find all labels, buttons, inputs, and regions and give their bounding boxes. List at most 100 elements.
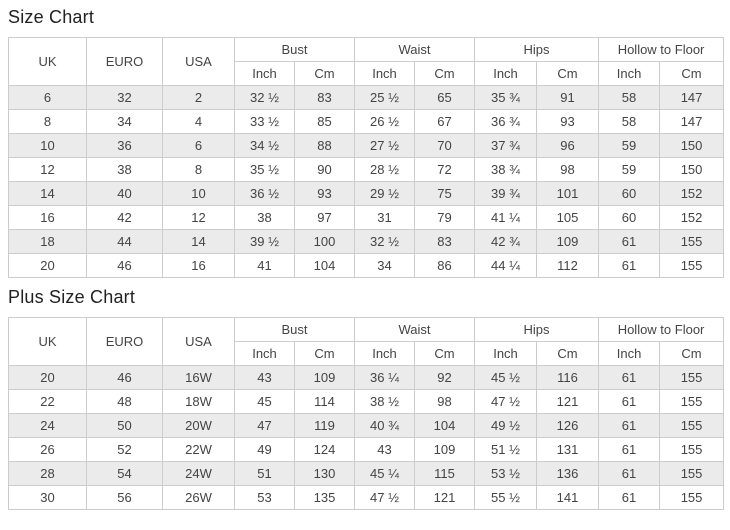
- table-cell: 58: [598, 85, 661, 110]
- table-cell: 116: [536, 365, 600, 390]
- unit-header-waist-cm: Cm: [414, 61, 476, 86]
- table-cell: 48: [86, 389, 163, 414]
- table-cell: 119: [293, 413, 356, 438]
- table-cell: 24W: [162, 461, 235, 486]
- table-cell: 86: [414, 253, 476, 278]
- table-cell: 50: [86, 413, 163, 438]
- table-cell: 49 ½: [474, 413, 538, 438]
- table-cell: 28: [8, 461, 87, 486]
- table-cell: 8: [8, 109, 87, 134]
- table-cell: 27 ½: [354, 133, 416, 158]
- unit-header-bust-cm: Cm: [293, 61, 356, 86]
- table-cell: 36 ¼: [354, 365, 416, 390]
- column-header-hips: Hips: [474, 37, 600, 62]
- unit-header-hollow-cm: Cm: [659, 341, 725, 366]
- table-cell: 33 ½: [234, 109, 295, 134]
- table-cell: 20: [8, 365, 87, 390]
- table-row: 12 38 8 35 ½ 90 28 ½ 72 38 ¾ 98 59 150: [8, 157, 725, 182]
- table-cell: 155: [659, 365, 725, 390]
- table-cell: 83: [293, 85, 356, 110]
- table-cell: 39 ¾: [474, 181, 538, 206]
- table-cell: 126: [536, 413, 600, 438]
- table-cell: 112: [536, 253, 600, 278]
- unit-header-waist-cm: Cm: [414, 341, 476, 366]
- table-cell: 88: [293, 133, 356, 158]
- table-cell: 61: [598, 437, 661, 462]
- table-row: 24 50 20W 47 119 40 ¾ 104 49 ½ 126 61 155: [8, 413, 725, 438]
- table-cell: 155: [659, 229, 725, 254]
- table-cell: 12: [8, 157, 87, 182]
- table-cell: 38 ½: [354, 389, 416, 414]
- table-row: 16 42 12 38 97 31 79 41 ¼ 105 60 152: [8, 205, 725, 230]
- table-cell: 96: [536, 133, 600, 158]
- table-cell: 38: [86, 157, 163, 182]
- table-cell: 47: [234, 413, 295, 438]
- table-cell: 115: [414, 461, 476, 486]
- table-cell: 109: [536, 229, 600, 254]
- table-cell: 26 ½: [354, 109, 416, 134]
- unit-header-waist-inch: Inch: [354, 61, 416, 86]
- table-cell: 135: [293, 485, 356, 510]
- table-cell: 97: [293, 205, 356, 230]
- table-cell: 79: [414, 205, 476, 230]
- table-row: 14 40 10 36 ½ 93 29 ½ 75 39 ¾ 101 60 152: [8, 181, 725, 206]
- table-cell: 20: [8, 253, 87, 278]
- table-cell: 29 ½: [354, 181, 416, 206]
- table-cell: 98: [414, 389, 476, 414]
- unit-header-bust-inch: Inch: [234, 341, 295, 366]
- table-cell: 114: [293, 389, 356, 414]
- table-cell: 61: [598, 461, 661, 486]
- column-header-euro: EURO: [86, 317, 163, 366]
- table-cell: 59: [598, 133, 661, 158]
- table-cell: 155: [659, 461, 725, 486]
- column-header-usa: USA: [162, 317, 235, 366]
- table-cell: 93: [536, 109, 600, 134]
- table-cell: 36: [86, 133, 163, 158]
- column-header-hollow-to-floor: Hollow to Floor: [598, 317, 725, 342]
- table-cell: 60: [598, 181, 661, 206]
- table-cell: 98: [536, 157, 600, 182]
- table-cell: 38 ¾: [474, 157, 538, 182]
- table-cell: 30: [8, 485, 87, 510]
- table-cell: 46: [86, 365, 163, 390]
- table-cell: 147: [659, 85, 725, 110]
- table-cell: 37 ¾: [474, 133, 538, 158]
- table-cell: 28 ½: [354, 157, 416, 182]
- table-cell: 155: [659, 485, 725, 510]
- table-cell: 101: [536, 181, 600, 206]
- table-cell: 93: [293, 181, 356, 206]
- table-cell: 150: [659, 133, 725, 158]
- unit-header-waist-inch: Inch: [354, 341, 416, 366]
- table-cell: 25 ½: [354, 85, 416, 110]
- table-cell: 150: [659, 157, 725, 182]
- table-cell: 31: [354, 205, 416, 230]
- table-cell: 155: [659, 389, 725, 414]
- table-cell: 44 ¼: [474, 253, 538, 278]
- table-cell: 61: [598, 365, 661, 390]
- table-cell: 61: [598, 253, 661, 278]
- table-row: 10 36 6 34 ½ 88 27 ½ 70 37 ¾ 96 59 150: [8, 133, 725, 158]
- table-cell: 40 ¾: [354, 413, 416, 438]
- table-cell: 121: [536, 389, 600, 414]
- table-cell: 152: [659, 205, 725, 230]
- column-header-bust: Bust: [233, 37, 356, 62]
- table-cell: 14: [162, 229, 235, 254]
- table-cell: 26: [8, 437, 87, 462]
- table-cell: 58: [598, 109, 661, 134]
- table-cell: 109: [293, 365, 356, 390]
- table-cell: 70: [414, 133, 476, 158]
- size-chart-table: UK EURO USA Bust Waist Hips Hollow to Fl…: [8, 37, 725, 278]
- unit-header-hips-inch: Inch: [474, 341, 538, 366]
- table-cell: 8: [162, 157, 235, 182]
- table-cell: 36 ¾: [474, 109, 538, 134]
- table-row: 20 46 16 41 104 34 86 44 ¼ 112 61 155: [8, 253, 725, 278]
- table-cell: 155: [659, 437, 725, 462]
- table-cell: 35 ¾: [474, 85, 538, 110]
- unit-header-hollow-inch: Inch: [598, 61, 661, 86]
- column-header-euro: EURO: [86, 37, 163, 86]
- table-cell: 53 ½: [474, 461, 538, 486]
- table-cell: 130: [293, 461, 356, 486]
- unit-header-bust-cm: Cm: [293, 341, 356, 366]
- table-cell: 61: [598, 485, 661, 510]
